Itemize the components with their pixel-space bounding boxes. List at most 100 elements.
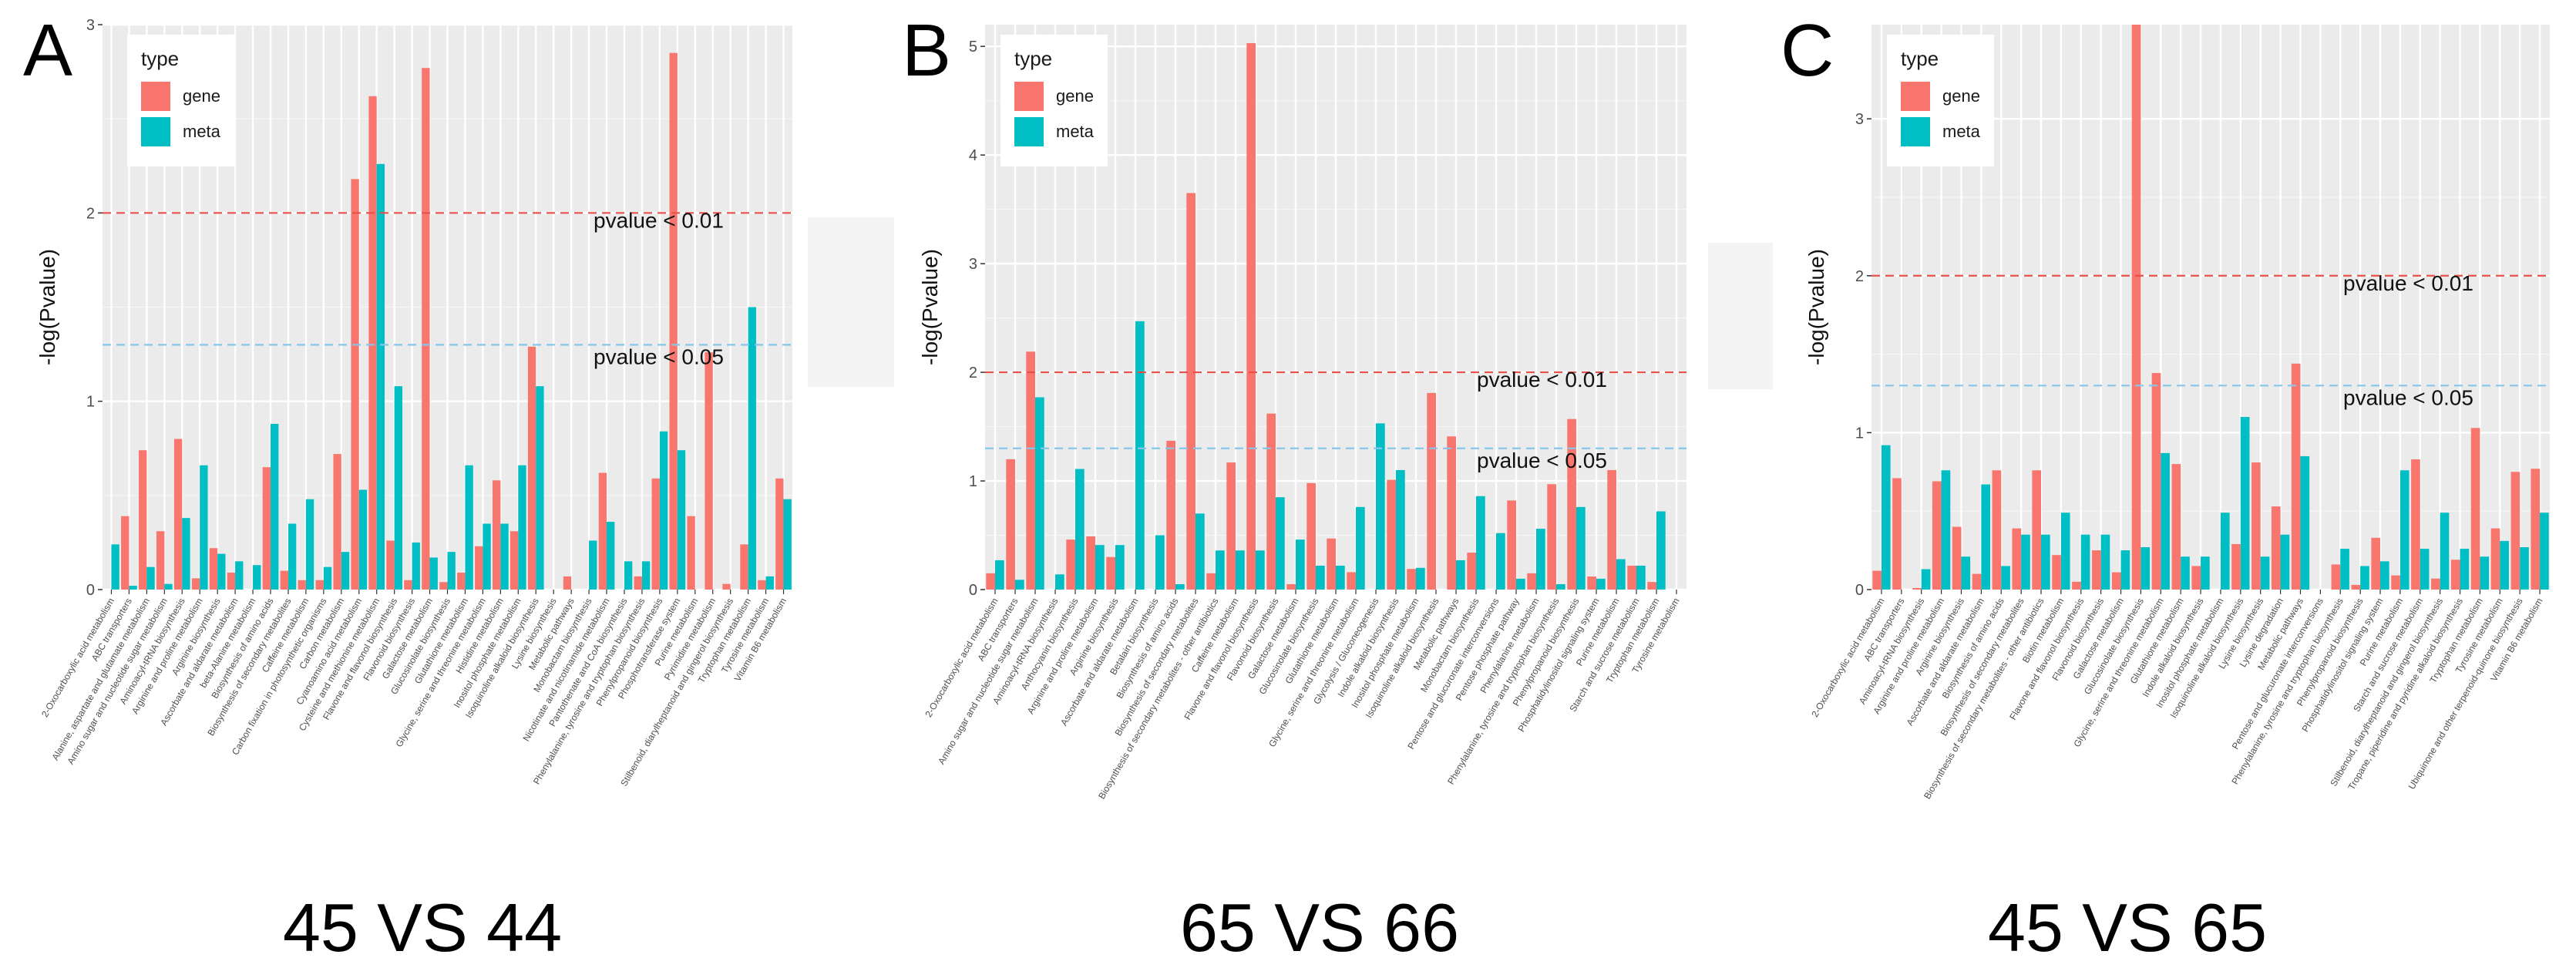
meta-bar <box>2280 534 2290 590</box>
meta-bar <box>589 540 597 590</box>
gene-bar <box>1266 413 1276 590</box>
panel-letter: B <box>902 9 952 92</box>
gene-bar <box>669 52 678 590</box>
meta-bar <box>1015 580 1024 590</box>
meta-bar <box>1135 321 1145 590</box>
meta-bar <box>1536 529 1545 590</box>
meta-bar <box>659 431 668 590</box>
gene-bar <box>315 580 324 590</box>
gene-bar <box>2450 560 2460 590</box>
meta-bar <box>1075 469 1085 590</box>
threshold-label-p05: pvalue < 0.05 <box>2343 385 2473 409</box>
gene-bar <box>1467 553 1476 590</box>
legend-item-meta: meta <box>1014 117 1094 146</box>
gene-bar <box>563 576 572 590</box>
meta-bar <box>2181 556 2190 590</box>
meta-bar <box>1616 559 1626 590</box>
y-tick-label: 0 <box>1855 582 1864 599</box>
gene-bar <box>439 582 448 590</box>
chart-panel-a: A 0 1 2 3 pvalue < 0.01 pvalue < 0.05 -log(Pva… <box>0 0 825 978</box>
gene-bar <box>298 580 306 590</box>
gene-bar <box>1106 556 1115 590</box>
meta-bar <box>641 561 651 590</box>
meta-bar <box>2080 534 2090 590</box>
legend-item-gene: gene <box>1014 82 1094 111</box>
gene-bar <box>2351 584 2361 590</box>
legend-item-meta: meta <box>1901 117 1980 146</box>
gene-bar <box>191 578 200 590</box>
y-tick-label: 3 <box>86 17 95 34</box>
gene-bar <box>1952 526 1962 590</box>
meta-bar <box>288 523 297 590</box>
gene-bar <box>740 544 748 590</box>
panel-letter: C <box>1781 9 1834 92</box>
threshold-label-p01: pvalue < 0.01 <box>2343 271 2473 295</box>
meta-bar <box>1921 569 1931 590</box>
gene-bar <box>2052 555 2061 590</box>
gene-bar <box>2032 470 2041 590</box>
meta-bar <box>2060 513 2070 590</box>
meta-bar <box>1115 545 1125 590</box>
meta-bar <box>271 423 279 590</box>
meta-bar <box>2380 561 2389 590</box>
gene-bar <box>1006 459 1015 590</box>
meta-bar <box>2520 547 2529 590</box>
meta-bar <box>1656 511 1666 590</box>
gene-bar <box>2371 537 2380 590</box>
meta-bar <box>217 553 226 590</box>
panel-letter: A <box>23 9 73 92</box>
meta-bar <box>465 465 473 590</box>
gene-bar <box>280 570 288 590</box>
y-tick-label: 1 <box>969 473 977 490</box>
meta-bar <box>1576 506 1586 590</box>
gene-bar <box>1186 193 1196 590</box>
meta-bar <box>2120 550 2130 590</box>
meta-bar <box>1941 470 1951 590</box>
meta-bar <box>1376 423 1385 590</box>
gene-bar <box>227 573 236 590</box>
faint-watermark <box>808 217 894 387</box>
gene-bar <box>386 540 395 590</box>
meta-bar <box>783 499 792 590</box>
meta-bar <box>1596 578 1606 590</box>
faint-watermark <box>1708 243 1773 389</box>
meta-bar <box>305 499 314 590</box>
gene-bar <box>634 576 642 590</box>
meta-bar <box>341 552 350 590</box>
meta-bar <box>2041 534 2050 590</box>
gene-bar <box>333 454 341 590</box>
gene-swatch <box>1901 82 1930 111</box>
gene-bar <box>1872 570 1882 590</box>
gene-bar <box>1527 573 1536 590</box>
gene-bar <box>2411 459 2420 590</box>
gene-bar <box>2151 373 2161 590</box>
meta-bar <box>2340 549 2349 590</box>
gene-bar <box>2171 464 2181 590</box>
gene-bar <box>1587 576 1596 590</box>
meta-bar <box>607 522 615 590</box>
gene-bar <box>2291 363 2301 590</box>
meta-bar <box>2240 417 2250 590</box>
y-tick-label: 4 <box>969 147 977 164</box>
gene-bar <box>527 346 536 590</box>
meta-bar <box>2500 540 2509 590</box>
bar-chart-a: 0 1 2 3 pvalue < 0.01 pvalue < 0.05 -log(Pvalu… <box>35 17 792 788</box>
gene-bar <box>2531 469 2541 590</box>
meta-bar <box>2480 556 2490 590</box>
meta-bar <box>164 583 173 590</box>
legend: type gene meta <box>127 35 234 166</box>
meta-bar <box>2021 534 2030 590</box>
bar-chart-b: 0 1 2 3 4 5 pvalue < 0.01 pvalue < 0.05 -log(Pva… <box>918 25 1687 801</box>
gene-bar <box>1086 536 1095 590</box>
meta-bar <box>429 557 438 590</box>
gene-bar <box>651 478 660 590</box>
y-tick-label: 2 <box>86 205 95 222</box>
gene-swatch <box>141 82 170 111</box>
y-tick-label: 3 <box>969 256 977 273</box>
meta-bar <box>2220 513 2230 590</box>
meta-bar <box>2399 470 2410 590</box>
gene-bar <box>209 548 218 590</box>
gene-bar <box>493 480 501 590</box>
gene-bar <box>1427 392 1436 590</box>
gene-bar <box>1547 484 1556 590</box>
